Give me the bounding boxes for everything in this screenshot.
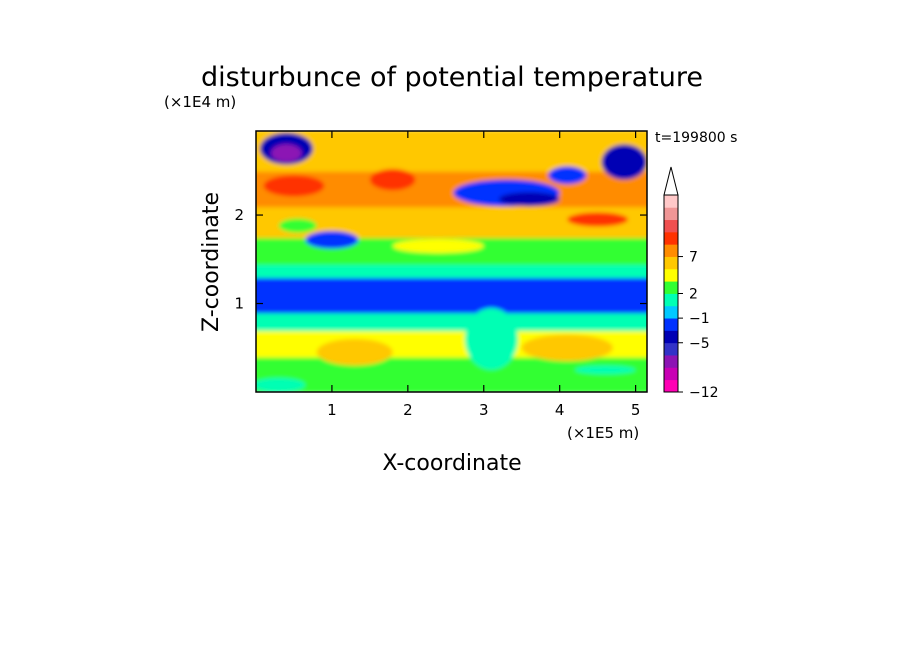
x-tick-label-2: 3 xyxy=(479,401,489,419)
field-feature-6 xyxy=(548,166,587,185)
x-tick-label-1: 2 xyxy=(403,401,413,419)
colorbar-swatch-10 xyxy=(664,256,678,270)
field-feature-8 xyxy=(305,230,359,249)
plot-frame xyxy=(255,130,648,393)
field-feature-3 xyxy=(369,169,416,191)
field-band-4 xyxy=(256,262,647,278)
colorbar-label-3: −5 xyxy=(689,336,710,352)
colorbar-swatch-2 xyxy=(664,355,678,368)
colorbar-swatch-7 xyxy=(664,293,678,307)
field-shapes xyxy=(256,131,647,392)
chart-title: disturbunce of potential temperature xyxy=(201,62,703,93)
colorbar-label-1: 2 xyxy=(689,287,698,303)
colorbar-swatch-0 xyxy=(664,379,678,393)
y-tick-label-0: 1 xyxy=(234,295,244,313)
field-feature-9 xyxy=(278,218,317,233)
field-feature-12 xyxy=(464,307,518,370)
colorbar-swatch-6 xyxy=(664,305,678,319)
y-unit-label: (×1E4 m) xyxy=(164,93,236,111)
field-band-8 xyxy=(256,131,647,172)
colorbar-swatch-15 xyxy=(664,195,678,208)
field-feature-1 xyxy=(271,144,302,162)
colorbar-swatch-3 xyxy=(664,342,678,356)
colorbar-swatch-1 xyxy=(664,367,678,381)
colorbar-swatch-8 xyxy=(664,281,678,294)
colorbar-swatch-13 xyxy=(664,219,678,233)
colorbar-swatch-12 xyxy=(664,231,678,245)
field-band-2 xyxy=(256,311,647,332)
x-unit-label: (×1E5 m) xyxy=(567,424,639,442)
x-tick-label-0: 1 xyxy=(327,401,337,419)
field-feature-16 xyxy=(574,365,636,375)
colorbar-label-2: −1 xyxy=(689,311,710,327)
field-feature-7 xyxy=(601,144,647,180)
field-feature-14 xyxy=(316,338,393,366)
y-tick-label-1: 2 xyxy=(234,206,244,224)
field-band-0 xyxy=(256,355,647,392)
colorbar-swatch-11 xyxy=(664,244,678,257)
field-feature-15 xyxy=(256,377,306,392)
contour-field xyxy=(256,131,647,392)
y-axis: 12 xyxy=(234,206,647,313)
field-feature-10 xyxy=(392,238,484,254)
field-feature-5 xyxy=(498,192,560,207)
field-feature-13 xyxy=(521,334,613,362)
colorbar: 7 2 −1 −5 −12 xyxy=(663,166,719,401)
field-feature-2 xyxy=(263,175,325,197)
colorbar-swatch-14 xyxy=(664,207,678,221)
colorbar-swatch-9 xyxy=(664,268,678,282)
time-label: t=199800 s xyxy=(655,130,737,146)
colorbar-extend-arrow xyxy=(663,166,679,196)
colorbar-swatch-4 xyxy=(664,330,678,344)
x-axis-label: X-coordinate xyxy=(382,451,521,476)
x-tick-label-4: 5 xyxy=(631,401,641,419)
field-feature-11 xyxy=(567,212,629,227)
x-axis: 1 2 3 4 5 xyxy=(327,131,640,419)
x-tick-label-3: 4 xyxy=(555,401,565,419)
colorbar-label-0: 7 xyxy=(689,250,698,266)
y-axis-label: Z-coordinate xyxy=(199,192,224,332)
colorbar-label-4: −12 xyxy=(689,385,719,401)
field-band-3 xyxy=(256,275,647,314)
colorbar-swatch-5 xyxy=(664,318,678,331)
